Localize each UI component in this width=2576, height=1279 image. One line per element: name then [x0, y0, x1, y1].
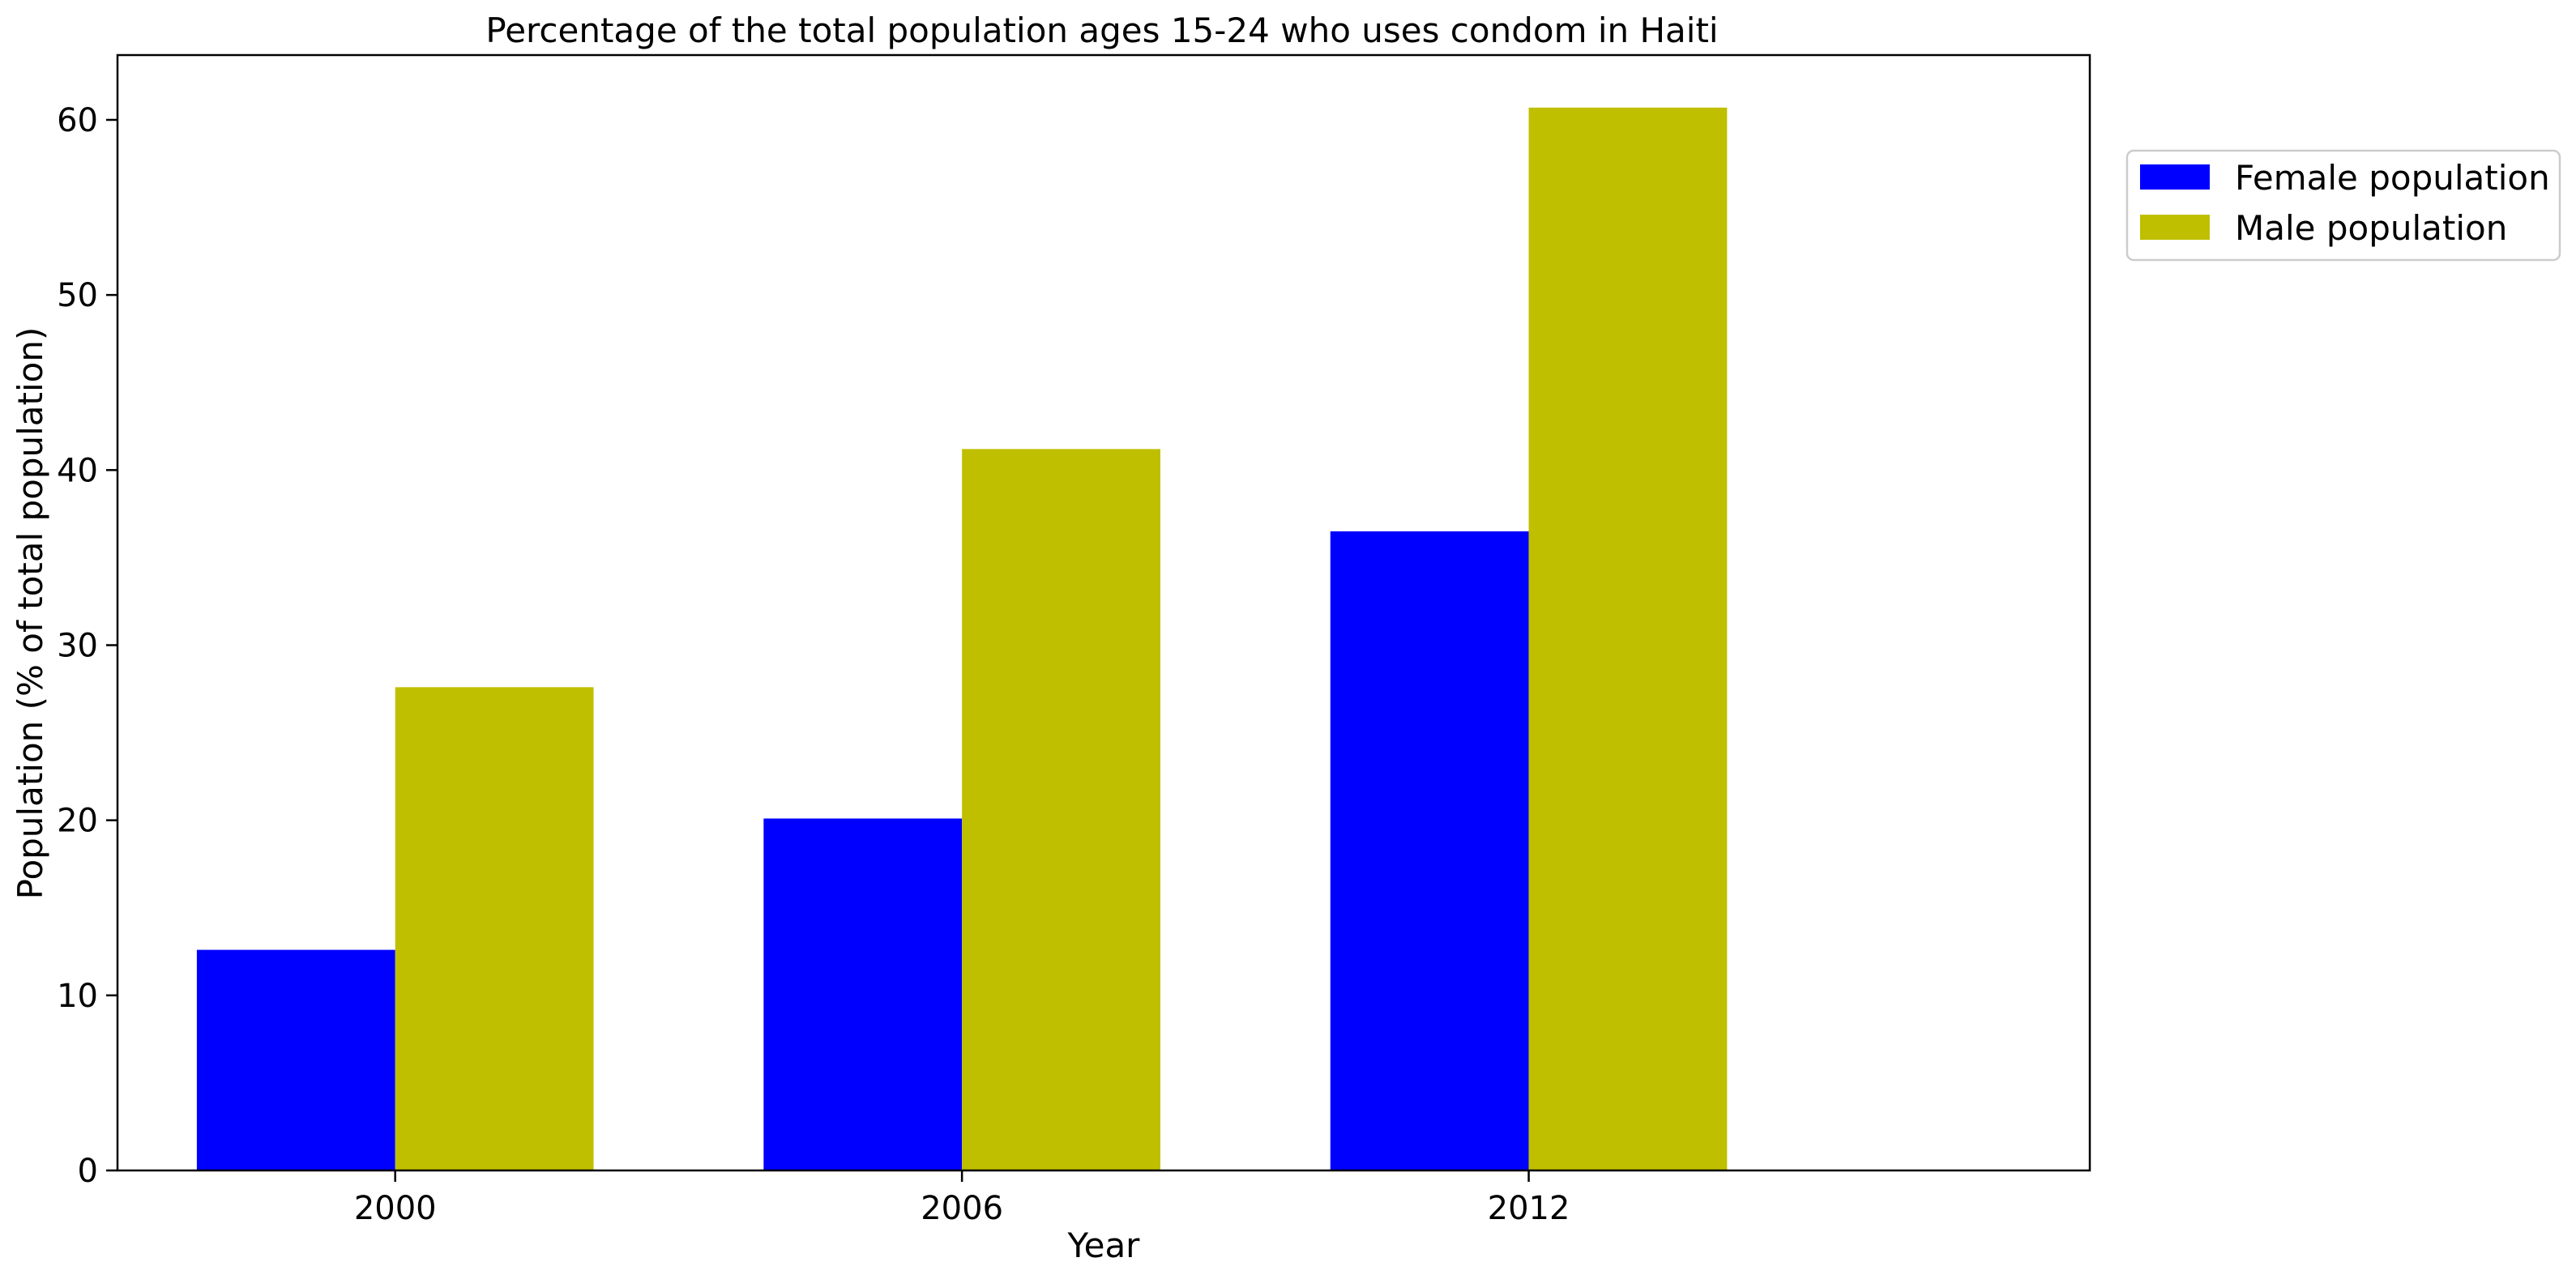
bar-female-population-2000 — [196, 949, 395, 1170]
x-axis-label: Year — [1067, 1226, 1141, 1265]
bar-male-population-2006 — [962, 449, 1160, 1170]
y-tick-label-30: 30 — [57, 627, 98, 664]
y-tick-label-60: 60 — [57, 102, 98, 139]
bars-group — [196, 107, 1728, 1171]
legend-label-male: Male population — [2235, 208, 2507, 248]
bar-male-population-2000 — [395, 687, 594, 1170]
bar-female-population-2006 — [763, 818, 963, 1170]
y-tick-label-50: 50 — [57, 277, 98, 314]
x-tick-label-2006: 2006 — [921, 1190, 1003, 1227]
x-tick-label-2012: 2012 — [1488, 1190, 1570, 1227]
chart-title: Percentage of the total population ages … — [485, 11, 1718, 50]
x-tick-label-2000: 2000 — [354, 1190, 437, 1227]
legend-box — [2125, 149, 2561, 262]
y-axis-ticks: 0 10 20 30 40 50 60 — [57, 102, 117, 1190]
y-tick-label-40: 40 — [57, 452, 98, 489]
legend: Female population Male population — [2125, 149, 2561, 262]
legend-label-female: Female population — [2235, 158, 2550, 198]
bar-male-population-2012 — [1528, 107, 1728, 1171]
x-axis-ticks: 2000 2006 2012 — [354, 1170, 1570, 1227]
y-tick-label-0: 0 — [78, 1153, 98, 1190]
legend-swatch-female — [2140, 164, 2210, 190]
y-tick-label-10: 10 — [57, 978, 98, 1015]
legend-swatch-male — [2140, 215, 2210, 240]
bar-female-population-2012 — [1330, 531, 1529, 1170]
plot-area-frame — [116, 53, 2091, 1172]
y-axis-label: Population (% of total population) — [11, 327, 50, 900]
y-tick-label-20: 20 — [57, 803, 98, 840]
